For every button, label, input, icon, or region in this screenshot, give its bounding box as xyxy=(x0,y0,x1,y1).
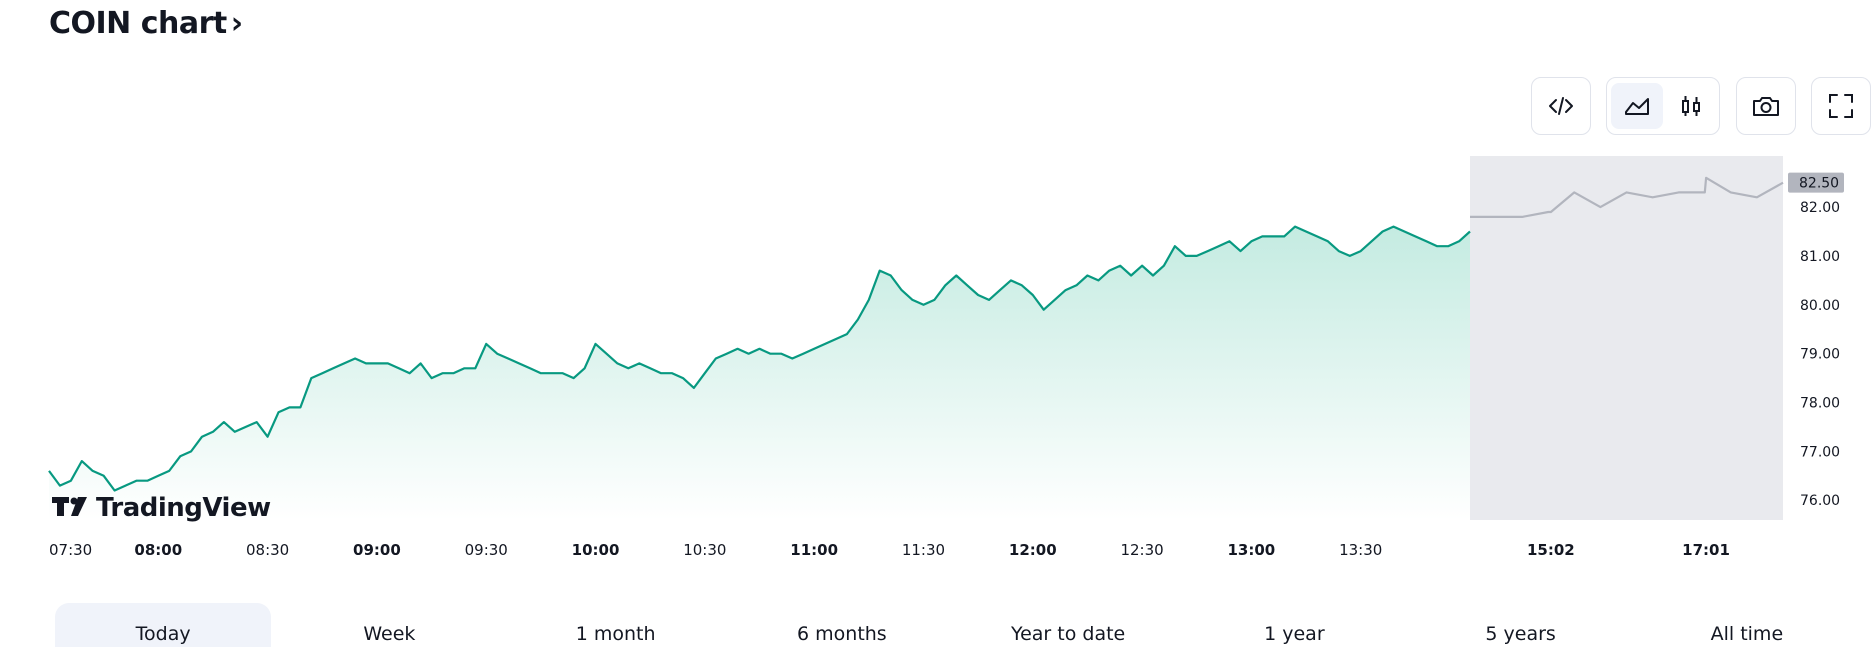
tab-today[interactable]: Today xyxy=(55,603,272,647)
x-tick-label: 09:00 xyxy=(353,541,401,559)
y-tick-label: 76.00 xyxy=(1800,493,1840,509)
tab-label: 6 months xyxy=(797,623,887,645)
x-tick-label: 11:30 xyxy=(902,541,945,559)
x-tick-label: 12:00 xyxy=(1009,541,1057,559)
x-tick-label: 13:00 xyxy=(1228,541,1276,559)
candlestick-button[interactable] xyxy=(1665,83,1717,129)
tradingview-watermark: TradingView xyxy=(52,493,272,523)
camera-icon xyxy=(1753,97,1779,116)
x-tick-label: 11:00 xyxy=(790,541,838,559)
y-axis: 76.00 77.00 78.00 79.00 80.00 81.00 82.00 82.50 xyxy=(1788,172,1844,509)
session-price-line xyxy=(48,225,1471,492)
x-tick-label: 15:02 xyxy=(1527,541,1575,559)
embed-code-button[interactable] xyxy=(1531,77,1591,135)
session-area-fill xyxy=(49,226,1470,520)
x-tick-label: 12:30 xyxy=(1120,541,1163,559)
tab-week[interactable]: Week xyxy=(281,603,497,647)
x-tick-label: 13:30 xyxy=(1339,541,1382,559)
y-tick-label: 78.00 xyxy=(1800,396,1840,412)
extended-hours-background xyxy=(1470,156,1783,520)
y-tick-label: 81.00 xyxy=(1800,249,1840,265)
tradingview-logo-icon xyxy=(52,497,87,516)
screenshot-button[interactable] xyxy=(1736,77,1796,135)
range-tabs: Today Week 1 month 6 months Year to date 1 ye… xyxy=(55,603,1865,647)
tab-1-month[interactable]: 1 month xyxy=(508,603,724,647)
tab-6-months[interactable]: 6 months xyxy=(734,603,950,647)
x-tick-label: 17:01 xyxy=(1682,541,1730,559)
x-tick-label: 10:30 xyxy=(683,541,726,559)
fullscreen-button[interactable] xyxy=(1811,77,1871,135)
y-tick-label: 80.00 xyxy=(1800,298,1840,314)
tab-label: All time xyxy=(1710,623,1784,645)
chart-type-group xyxy=(1606,77,1720,135)
embed-code-icon xyxy=(1549,97,1573,115)
tab-label: Week xyxy=(363,623,416,645)
price-chart[interactable]: 76.00 77.00 78.00 79.00 80.00 81.00 82.00 82.50… xyxy=(0,0,1873,570)
y-tick-label: 82.00 xyxy=(1800,200,1840,216)
area-chart-button[interactable] xyxy=(1611,83,1663,129)
plot-area xyxy=(48,156,1784,520)
chart-title-link[interactable]: COIN chart › xyxy=(49,6,243,41)
candlestick-icon xyxy=(1682,96,1700,116)
x-axis: 07:30 08:00 08:30 09:00 09:30 10:00 10:30 11:00… xyxy=(49,541,1730,559)
last-price-label: 82.50 xyxy=(1799,176,1839,192)
watermark-text: TradingView xyxy=(96,493,271,523)
chevron-right-icon: › xyxy=(230,6,243,41)
x-tick-label: 08:00 xyxy=(134,541,182,559)
tab-all-time[interactable]: All time xyxy=(1639,603,1855,647)
tab-5-years[interactable]: 5 years xyxy=(1413,603,1629,647)
y-tick-label: 77.00 xyxy=(1800,444,1840,460)
tab-label: Year to date xyxy=(1011,623,1126,645)
x-tick-label: 08:30 xyxy=(246,541,289,559)
tab-year-to-date[interactable]: Year to date xyxy=(960,603,1176,647)
tab-label: 1 year xyxy=(1264,623,1325,645)
last-price-badge xyxy=(1788,172,1844,193)
tab-1-year[interactable]: 1 year xyxy=(1186,603,1402,647)
tab-label: 5 years xyxy=(1485,623,1556,645)
x-tick-label: 07:30 xyxy=(49,541,92,559)
x-tick-label: 10:00 xyxy=(572,541,620,559)
tab-label: 1 month xyxy=(575,623,656,645)
x-tick-label: 09:30 xyxy=(465,541,508,559)
chart-toolbar xyxy=(1531,77,1871,137)
chart-title: COIN chart xyxy=(49,6,227,41)
tab-label: Today xyxy=(135,623,191,645)
fullscreen-icon xyxy=(1829,94,1853,118)
extended-hours-price-line xyxy=(1470,176,1784,218)
area-chart-icon xyxy=(1625,98,1649,115)
y-tick-label: 79.00 xyxy=(1800,347,1840,363)
